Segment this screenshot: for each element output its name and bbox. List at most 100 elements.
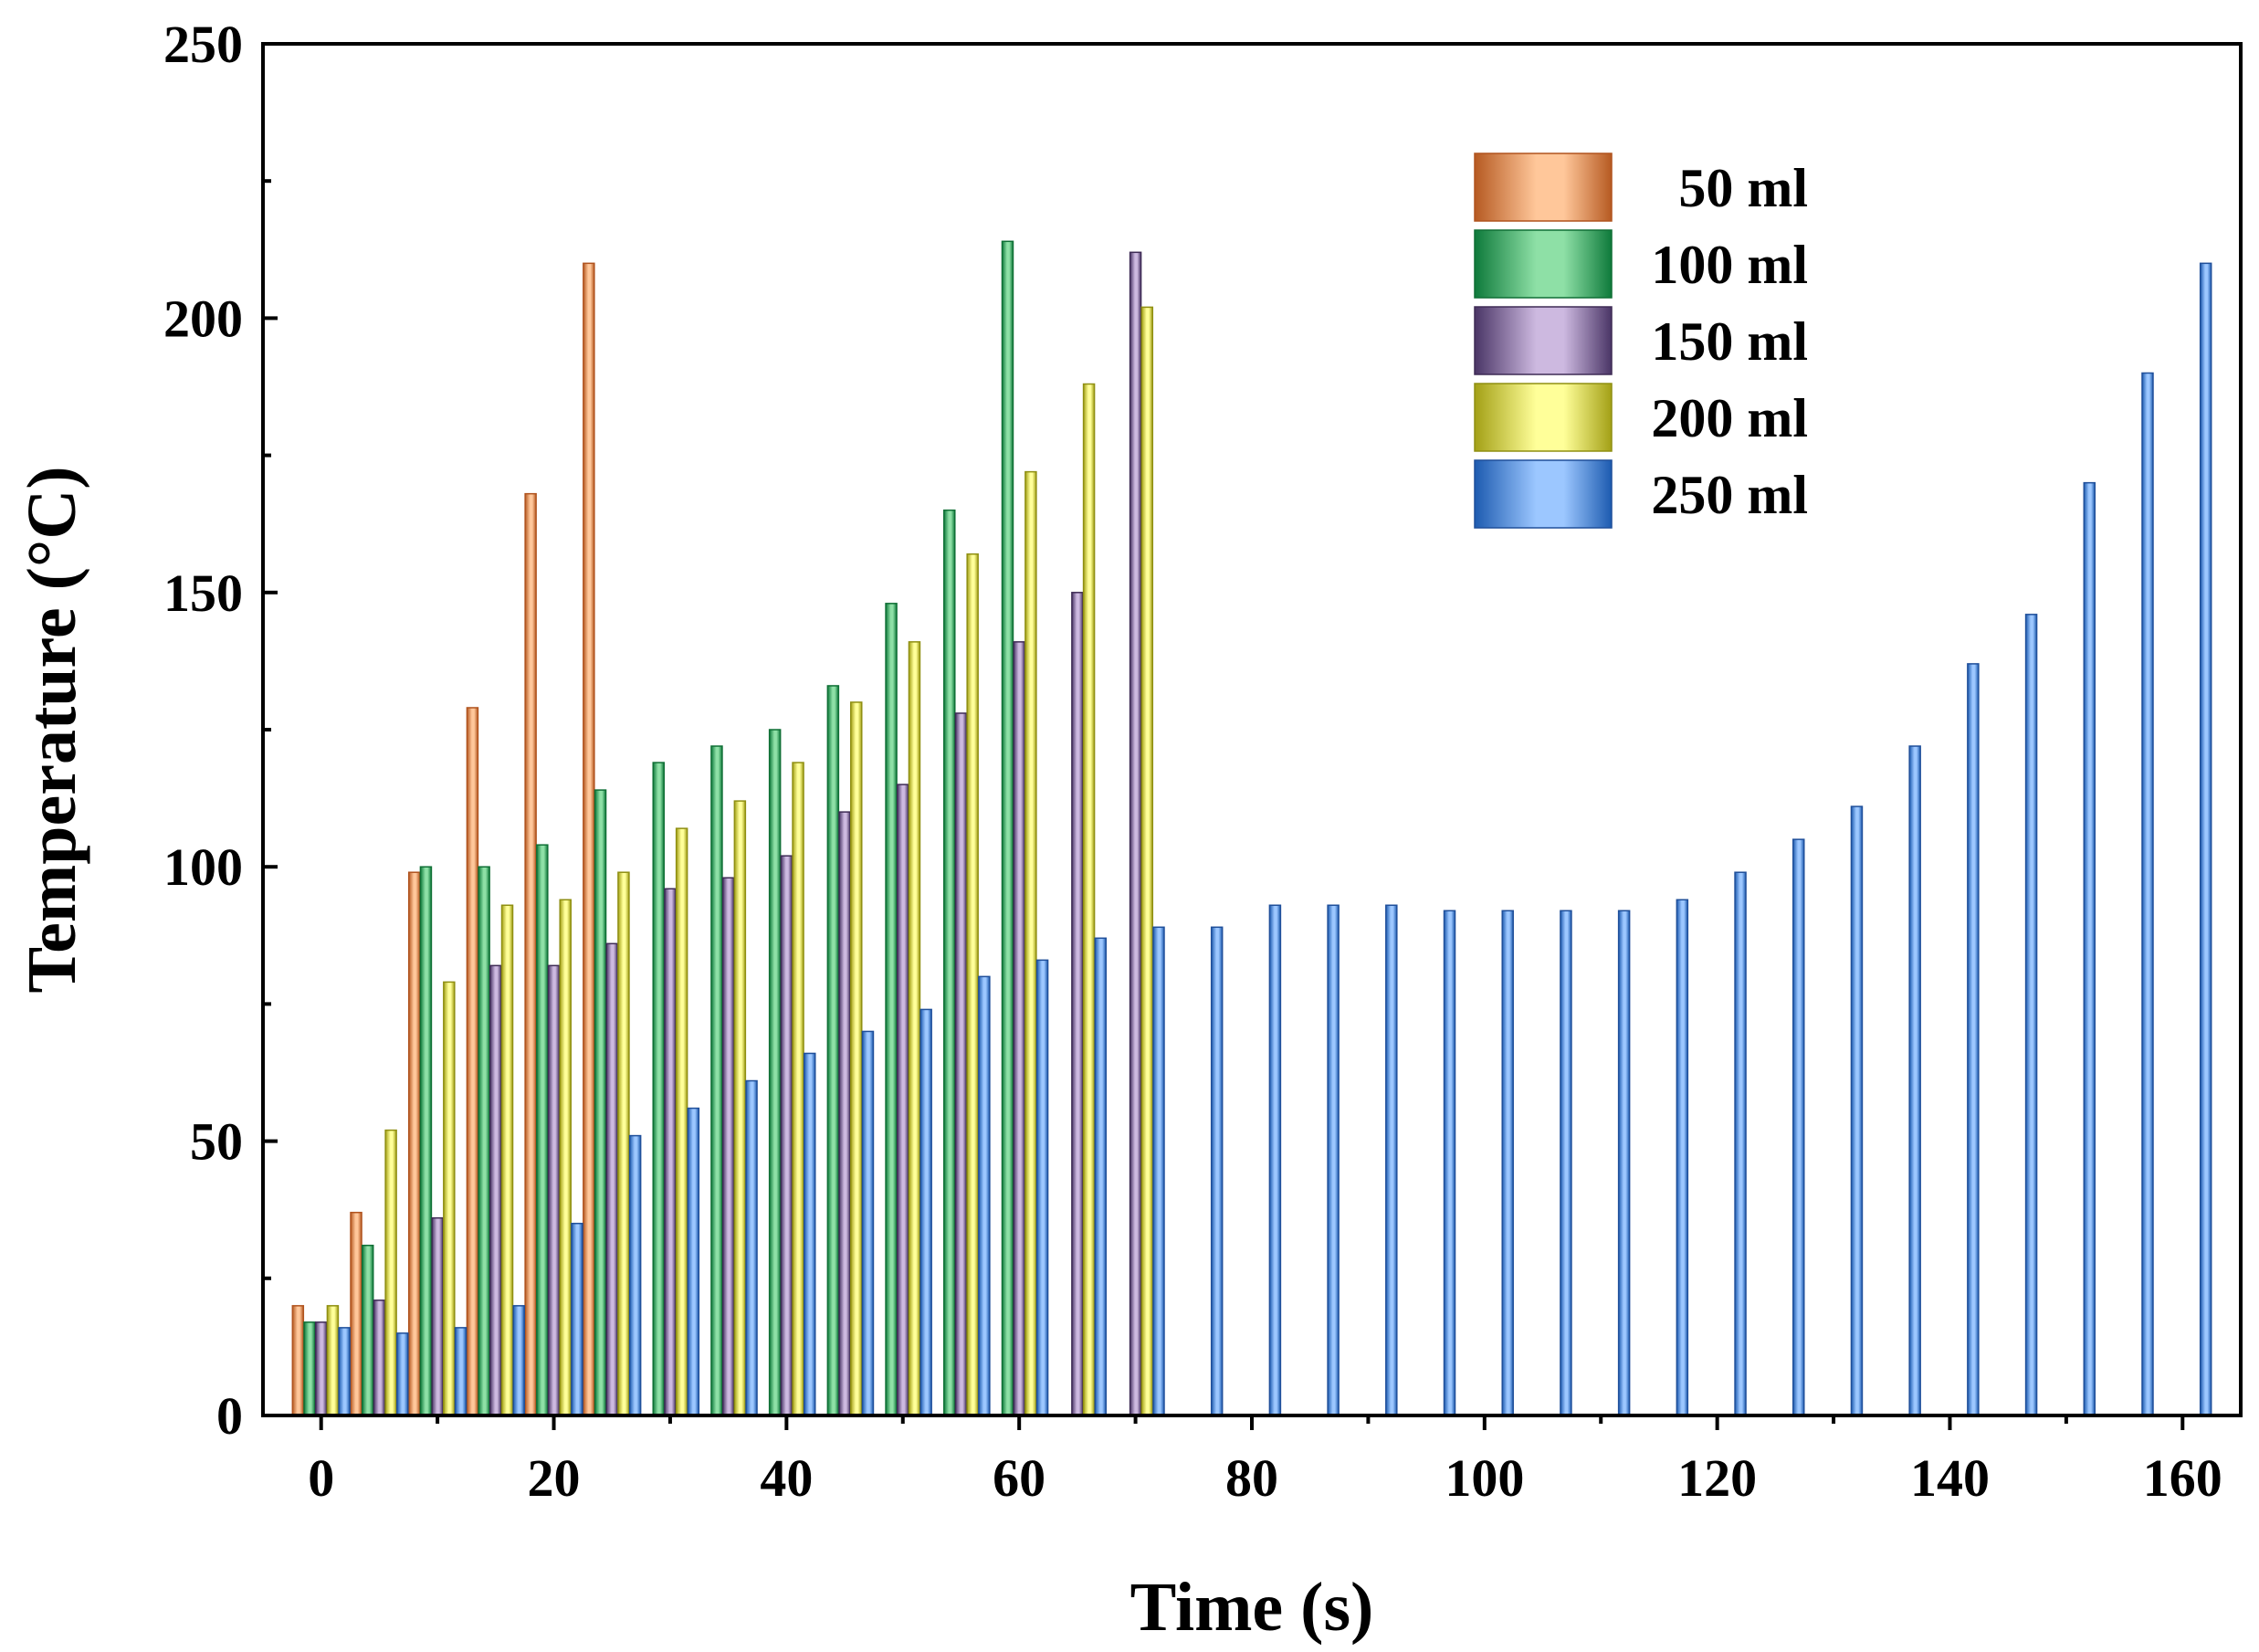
- bar-250ml-t45: [861, 1030, 875, 1416]
- bar-250ml-t25: [628, 1134, 642, 1416]
- bar-150ml-t45: [838, 811, 851, 1416]
- bar-150ml-t20: [547, 964, 561, 1416]
- bar-250ml-t75: [1210, 926, 1224, 1416]
- bar-100ml-t30: [652, 762, 665, 1416]
- bar-250ml-t50: [919, 1008, 932, 1416]
- bar-50ml-t25: [583, 262, 595, 1416]
- bar-100ml-t60: [1001, 240, 1014, 1416]
- bar-250ml-t90: [1385, 904, 1398, 1416]
- bar-50ml-t20: [524, 492, 537, 1416]
- y-tick-label: 100: [163, 837, 243, 897]
- bar-250ml-t95: [1443, 910, 1456, 1416]
- bar-200ml-t60: [1024, 470, 1037, 1416]
- bar-150ml-t30: [664, 888, 677, 1416]
- bar-200ml-t0: [326, 1305, 340, 1416]
- bar-250ml-t160: [2199, 262, 2212, 1416]
- bar-150ml-t5: [373, 1300, 386, 1416]
- legend: 50 ml 100 ml 150 ml 200 ml 250 ml: [1474, 153, 1808, 529]
- bar-100ml-t50: [885, 603, 898, 1416]
- bar-150ml-t10: [431, 1216, 444, 1416]
- bar-100ml-t25: [594, 789, 607, 1416]
- bar-100ml-t0: [303, 1321, 316, 1416]
- bar-200ml-t40: [792, 762, 804, 1416]
- legend-label: 200 ml: [1651, 388, 1808, 448]
- x-tick-label: 0: [308, 1448, 334, 1508]
- x-tick-label: 100: [1445, 1448, 1524, 1508]
- bar-200ml-t10: [443, 981, 456, 1416]
- bar-100ml-t55: [943, 509, 956, 1416]
- bar-200ml-t5: [384, 1129, 397, 1416]
- bar-layer: [291, 240, 2212, 1416]
- x-tick-label: 40: [760, 1448, 813, 1508]
- bar-200ml-t35: [733, 800, 747, 1416]
- tick-layer: 0 50 100 150 200 250 0 20 40 60 80 100 120 140 160: [163, 15, 2222, 1508]
- bar-250ml-t65: [1094, 937, 1108, 1416]
- legend-swatch: [1474, 153, 1613, 222]
- bar-250ml-t150: [2083, 481, 2096, 1416]
- bar-150ml-t0: [314, 1321, 328, 1416]
- bar-250ml-t60: [1035, 959, 1049, 1416]
- bar-250ml-t55: [978, 975, 991, 1416]
- x-tick-label: 140: [1910, 1448, 1990, 1508]
- bar-250ml-t40: [804, 1052, 816, 1416]
- bar-250ml-t145: [2024, 614, 2038, 1416]
- bar-200ml-t20: [559, 899, 572, 1416]
- bar-100ml-t5: [361, 1245, 374, 1416]
- bar-250ml-t155: [2141, 372, 2154, 1416]
- bar-100ml-t40: [768, 729, 782, 1416]
- bar-150ml-t15: [489, 964, 502, 1416]
- bar-200ml-t45: [850, 701, 863, 1416]
- bar-150ml-t55: [954, 712, 968, 1416]
- bar-150ml-t25: [605, 942, 618, 1416]
- bar-250ml-t115: [1676, 899, 1689, 1416]
- bar-250ml-t125: [1792, 838, 1805, 1416]
- bar-200ml-t30: [675, 827, 688, 1416]
- bar-250ml-t110: [1617, 910, 1631, 1416]
- bar-150ml-t70: [1129, 251, 1142, 1416]
- bar-250ml-t120: [1734, 871, 1747, 1416]
- legend-swatch: [1474, 459, 1613, 529]
- x-tick-label: 20: [528, 1448, 581, 1508]
- bar-150ml-t65: [1071, 592, 1084, 1416]
- x-tick-label: 80: [1225, 1448, 1278, 1508]
- bar-250ml-t100: [1501, 910, 1514, 1416]
- bar-250ml-t0: [338, 1327, 351, 1416]
- bar-250ml-t105: [1560, 910, 1572, 1416]
- bar-250ml-t30: [687, 1107, 700, 1416]
- bar-150ml-t60: [1013, 641, 1025, 1416]
- bar-250ml-t20: [571, 1222, 583, 1416]
- bar-200ml-t15: [500, 904, 514, 1416]
- bar-50ml-t15: [466, 707, 479, 1416]
- legend-swatch: [1474, 306, 1613, 375]
- y-axis-title: Temperature (°C): [14, 466, 90, 993]
- bar-250ml-t70: [1152, 926, 1165, 1416]
- bar-250ml-t135: [1908, 745, 1921, 1416]
- legend-swatch: [1474, 229, 1613, 299]
- bar-250ml-t5: [396, 1332, 409, 1416]
- bar-200ml-t25: [617, 871, 630, 1416]
- bar-100ml-t45: [826, 685, 840, 1416]
- legend-label: 100 ml: [1651, 235, 1808, 295]
- bar-250ml-t140: [1967, 663, 1980, 1416]
- x-tick-label: 120: [1677, 1448, 1757, 1508]
- bar-250ml-t10: [454, 1327, 468, 1416]
- bar-100ml-t15: [478, 866, 490, 1416]
- bar-100ml-t10: [419, 866, 433, 1416]
- bar-100ml-t20: [536, 844, 549, 1416]
- bar-200ml-t55: [966, 552, 979, 1416]
- y-tick-label: 50: [190, 1112, 243, 1172]
- bar-200ml-t50: [908, 641, 921, 1416]
- bar-150ml-t40: [780, 855, 793, 1416]
- x-axis-title: Time (s): [1130, 1569, 1374, 1646]
- legend-label: 150 ml: [1651, 311, 1808, 372]
- legend-label: 250 ml: [1651, 465, 1808, 525]
- x-tick-label: 160: [2143, 1448, 2222, 1508]
- legend-swatch: [1474, 383, 1613, 452]
- bar-250ml-t15: [512, 1305, 525, 1416]
- y-tick-label: 250: [163, 15, 243, 74]
- bar-200ml-t70: [1140, 306, 1154, 1416]
- y-tick-label: 200: [163, 289, 243, 348]
- bar-250ml-t35: [745, 1079, 758, 1416]
- bar-250ml-t80: [1268, 904, 1282, 1416]
- bar-250ml-t85: [1327, 904, 1340, 1416]
